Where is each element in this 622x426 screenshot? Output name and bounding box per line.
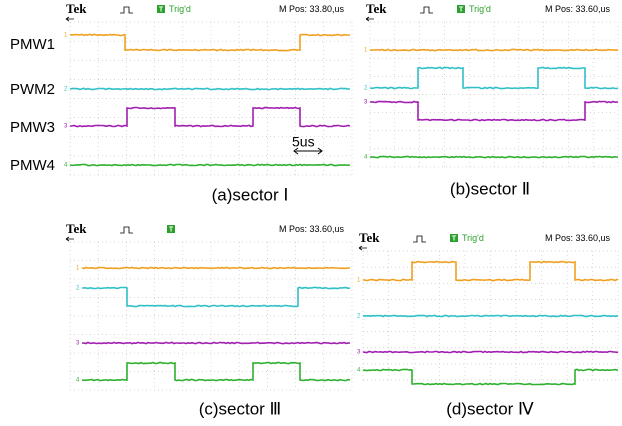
caption: (c)sector Ⅲ	[199, 399, 282, 418]
channel-marker: 1	[76, 266, 80, 272]
scope-position: M Pos: 33.80,us	[279, 4, 345, 14]
waveform	[370, 156, 618, 157]
waveform	[82, 267, 350, 268]
marker-arrow	[66, 237, 74, 241]
channel-marker: 2	[64, 87, 68, 93]
channel-marker: 4	[357, 368, 361, 374]
channel-marker: 4	[64, 163, 68, 169]
channel-marker: 3	[64, 124, 68, 130]
waveform	[82, 342, 350, 343]
signal-label: PMW1	[10, 36, 55, 53]
waveform	[363, 351, 618, 352]
channel-marker: 4	[76, 378, 80, 384]
channel-marker: 2	[76, 286, 80, 292]
channel-marker: 4	[364, 155, 368, 161]
waveform	[70, 88, 350, 89]
channel-marker: 3	[357, 350, 361, 356]
trigger-icon	[420, 7, 433, 13]
scope-status: Trig'd	[469, 4, 491, 14]
signal-label: PWM2	[10, 81, 55, 98]
trig-icon-t: T	[459, 6, 464, 13]
scope-panel: Tek T Trig'd M Pos: 33.80,us 1 2 3 4 (a)sector Ⅰ	[64, 1, 352, 205]
waveform	[82, 287, 350, 306]
scope-panel: Tek T Trig'd M Pos: 33.60,us 1 2 3 4 (d)sector Ⅳ	[357, 230, 618, 419]
figure: PMW1 PWM2 PMW3 PMW4 5us Tek T Trig'd M Pos:…	[0, 0, 622, 426]
scope-position: M Pos: 33.60,us	[545, 233, 611, 243]
scope-brand: Tek	[366, 1, 387, 16]
trig-icon-t: T	[169, 226, 174, 233]
scope-brand: Tek	[66, 1, 87, 16]
waveform	[70, 108, 350, 127]
trig-icon-t: T	[159, 6, 164, 13]
trig-icon-t: T	[452, 235, 457, 242]
waveform	[363, 315, 618, 316]
channel-marker: 1	[364, 48, 368, 54]
signal-label: PMW4	[10, 157, 55, 174]
caption: (d)sector Ⅳ	[446, 399, 534, 418]
time-scale: 5us	[292, 134, 315, 150]
scope-panel: Tek T Trig'd M Pos: 33.60,us 1 2 3 4 (b)sector Ⅱ	[364, 1, 618, 199]
channel-marker: 2	[364, 86, 368, 92]
scope-brand: Tek	[359, 230, 380, 245]
marker-arrow	[359, 246, 367, 250]
waveform	[70, 164, 350, 165]
channel-marker: 3	[364, 100, 368, 106]
marker-arrow	[66, 17, 74, 21]
scope-panel: Tek T M Pos: 33.60,us 1 2 3 4 (c)sector Ⅲ	[66, 221, 352, 419]
channel-marker: 3	[76, 341, 80, 347]
channel-marker: 1	[357, 278, 361, 284]
caption: (a)sector Ⅰ	[212, 185, 289, 204]
scope-status: Trig'd	[169, 4, 191, 14]
trigger-icon	[120, 7, 133, 13]
waveform	[70, 34, 350, 50]
signal-label: PMW3	[10, 119, 55, 136]
scope-position: M Pos: 33.60,us	[545, 4, 611, 14]
trigger-icon	[120, 227, 133, 233]
scope-brand: Tek	[66, 221, 87, 236]
channel-marker: 1	[64, 33, 68, 39]
scope-position: M Pos: 33.60,us	[279, 224, 345, 234]
marker-arrow	[366, 17, 374, 21]
channel-marker: 2	[357, 314, 361, 320]
trigger-icon	[413, 236, 426, 242]
caption: (b)sector Ⅱ	[450, 179, 530, 198]
waveform	[370, 49, 618, 50]
scope-status: Trig'd	[462, 233, 484, 243]
